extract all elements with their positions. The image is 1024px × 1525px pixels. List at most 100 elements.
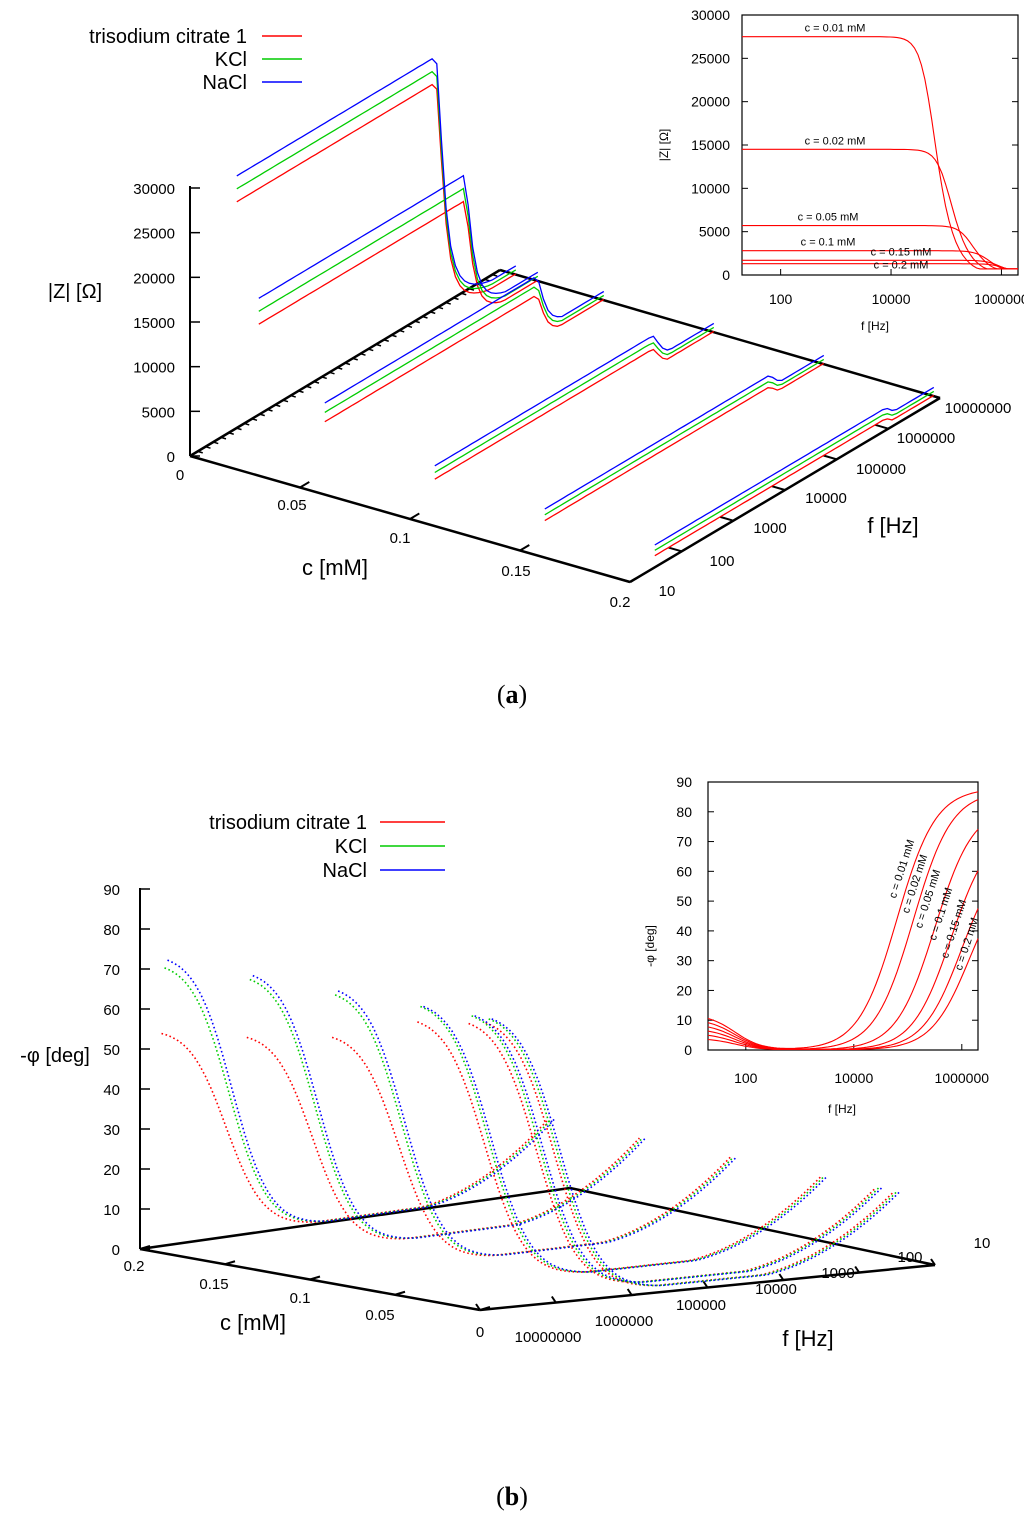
bin-y-label-6: 60	[676, 863, 692, 879]
a3d-back-minor-tick-10	[267, 408, 273, 412]
ain-y-label-2: 10000	[691, 180, 730, 196]
ain-curve-label-1: c = 0.02 mM	[805, 135, 866, 147]
ain-x-label-1: 10000	[872, 291, 911, 307]
ain-y-title: |Z| [Ω]	[657, 129, 671, 162]
a3d-f-tick-5	[874, 423, 889, 430]
a3d-c-label-1: 0.05	[277, 497, 306, 514]
b3d-c-tick-0	[139, 1245, 151, 1250]
a3d-f-tick-0	[616, 577, 631, 583]
b3d-curve-2-0	[167, 959, 556, 1223]
b3d-z-label-9: 90	[103, 882, 120, 899]
a3d-f-title: f [Hz]	[867, 513, 918, 538]
a3d-back-minor-tick-39	[492, 273, 498, 277]
a3d-back-minor-tick-3	[213, 441, 219, 445]
a3d-back-minor-tick-11	[275, 404, 281, 408]
ain-x-label-2: 1000000	[974, 291, 1024, 307]
a3d-back-minor-tick-29	[414, 320, 420, 324]
caption-a: (a)	[496, 680, 528, 709]
a3d-far-edge	[499, 268, 941, 400]
b3d-z-label-4: 40	[103, 1082, 120, 1099]
ain-x-title: f [Hz]	[861, 319, 889, 333]
a3d-c-tick-2	[409, 512, 420, 520]
b3d-f-title-tick-5: 100	[897, 1249, 922, 1266]
a3d-z-title: |Z| [Ω]	[48, 281, 102, 303]
a3d-curve-1-4	[544, 358, 825, 516]
a3d-back-minor-tick-20	[344, 362, 351, 366]
ain-y-label-1: 5000	[699, 224, 730, 240]
a3d-back-minor-tick-14	[298, 390, 304, 394]
ain-y-label-3: 15000	[691, 137, 730, 153]
a3d-back-minor-tick-4	[220, 436, 227, 440]
b3d-f-tick-6	[930, 1258, 936, 1266]
a3d-z-label-2: 10000	[133, 360, 175, 377]
a3d-f-tick-2	[719, 515, 734, 522]
bin-curve-5	[707, 938, 979, 1050]
a3d-legend-label-0: trisodium citrate 1	[89, 26, 247, 48]
b3d-f-title-tick-6: 10	[974, 1235, 991, 1252]
a3d-z-label-5: 25000	[133, 226, 175, 243]
a3d-curve-2-0	[236, 57, 517, 285]
ain-curve-5	[742, 263, 1018, 270]
b3d-curve-1-0	[164, 967, 553, 1223]
b3d-c-label-3: 0.05	[365, 1307, 394, 1324]
b3d-z-label-5: 50	[103, 1042, 120, 1059]
b3d-z-title: -φ [deg]	[20, 1045, 90, 1067]
bin-x-title: f [Hz]	[828, 1102, 856, 1116]
ain-curve-1	[742, 148, 1018, 270]
a3d-curve-2-2	[324, 277, 605, 404]
a3d-c-title: c [mM]	[302, 555, 368, 580]
bin-curve-1	[707, 799, 979, 1050]
b3d-z-label-2: 20	[103, 1162, 120, 1179]
b3d-c-tick-1	[224, 1260, 236, 1266]
b3d-far-edge	[569, 1186, 936, 1267]
a3d-back-minor-tick-9	[259, 413, 265, 417]
b3d-curve-1-2	[334, 994, 734, 1256]
a3d-back-minor-tick-25	[383, 339, 389, 342]
a3d-back-minor-tick-24	[375, 343, 382, 347]
b3d-curve-2-2	[337, 990, 737, 1256]
caption-b: (b)	[496, 1482, 528, 1511]
a3d-curve-0-1	[258, 200, 539, 325]
b3d-f-title-tick-4: 1000	[821, 1265, 854, 1282]
a3d-c-tick-4	[629, 575, 640, 583]
a3d-legend-label-1: KCl	[215, 49, 247, 71]
bin-y-label-0: 0	[684, 1042, 692, 1058]
bin-frame	[707, 781, 979, 1051]
b3d-c-title: c [mM]	[220, 1310, 286, 1335]
b3d-curve-0-0	[161, 1032, 550, 1223]
b3d-z-label-8: 80	[103, 922, 120, 939]
b3d-curve-1-5	[488, 1018, 898, 1287]
caption-b-letter: b	[504, 1482, 520, 1511]
a3d-f-label-1: 100	[709, 553, 734, 570]
a3d-back-minor-tick-8	[251, 418, 258, 422]
b3d-c-tick-4	[479, 1306, 491, 1311]
bin-curve-0	[707, 791, 979, 1049]
a3d-curve-0-4	[544, 362, 825, 522]
b3d-z-label-0: 0	[112, 1242, 120, 1259]
a3d-back-minor-tick-17	[321, 376, 327, 380]
a3d-back-minor-tick-6	[236, 427, 242, 431]
b3d-f-title-tick-2: 100000	[676, 1297, 726, 1314]
a3d-back-minor-tick-30	[422, 315, 428, 319]
a3d-z-label-4: 20000	[133, 270, 175, 287]
a3d-back-minor-tick-19	[337, 366, 343, 370]
a3d-curve-2-3	[434, 322, 715, 467]
a3d-c-label-0: 0	[176, 467, 184, 484]
a3d-f-label-6: 10000000	[945, 400, 1012, 417]
ain-curve-0	[742, 36, 1018, 270]
b3d-curve-0-3	[417, 1021, 822, 1273]
a3d-f-label-0: 10	[659, 583, 676, 600]
ain-y-label-6: 30000	[691, 7, 730, 23]
b3d-curve-1-4	[471, 1015, 880, 1283]
bin-y-label-9: 90	[676, 774, 692, 790]
b3d-f-title-tick-0: 10000000	[515, 1329, 582, 1346]
bin-y-label-3: 30	[676, 953, 692, 969]
ain-curve-label-2: c = 0.05 mM	[798, 212, 859, 224]
b3d-curve-2-5	[491, 1018, 901, 1287]
a3d-f-tick-1	[668, 546, 682, 553]
a3d-back-minor-tick-38	[484, 278, 490, 282]
ain-frame	[741, 14, 1019, 276]
a3d-c-tick-3	[519, 544, 530, 552]
a3d-curve-0-2	[324, 295, 605, 423]
b3d-curve-2-3	[423, 1005, 828, 1273]
